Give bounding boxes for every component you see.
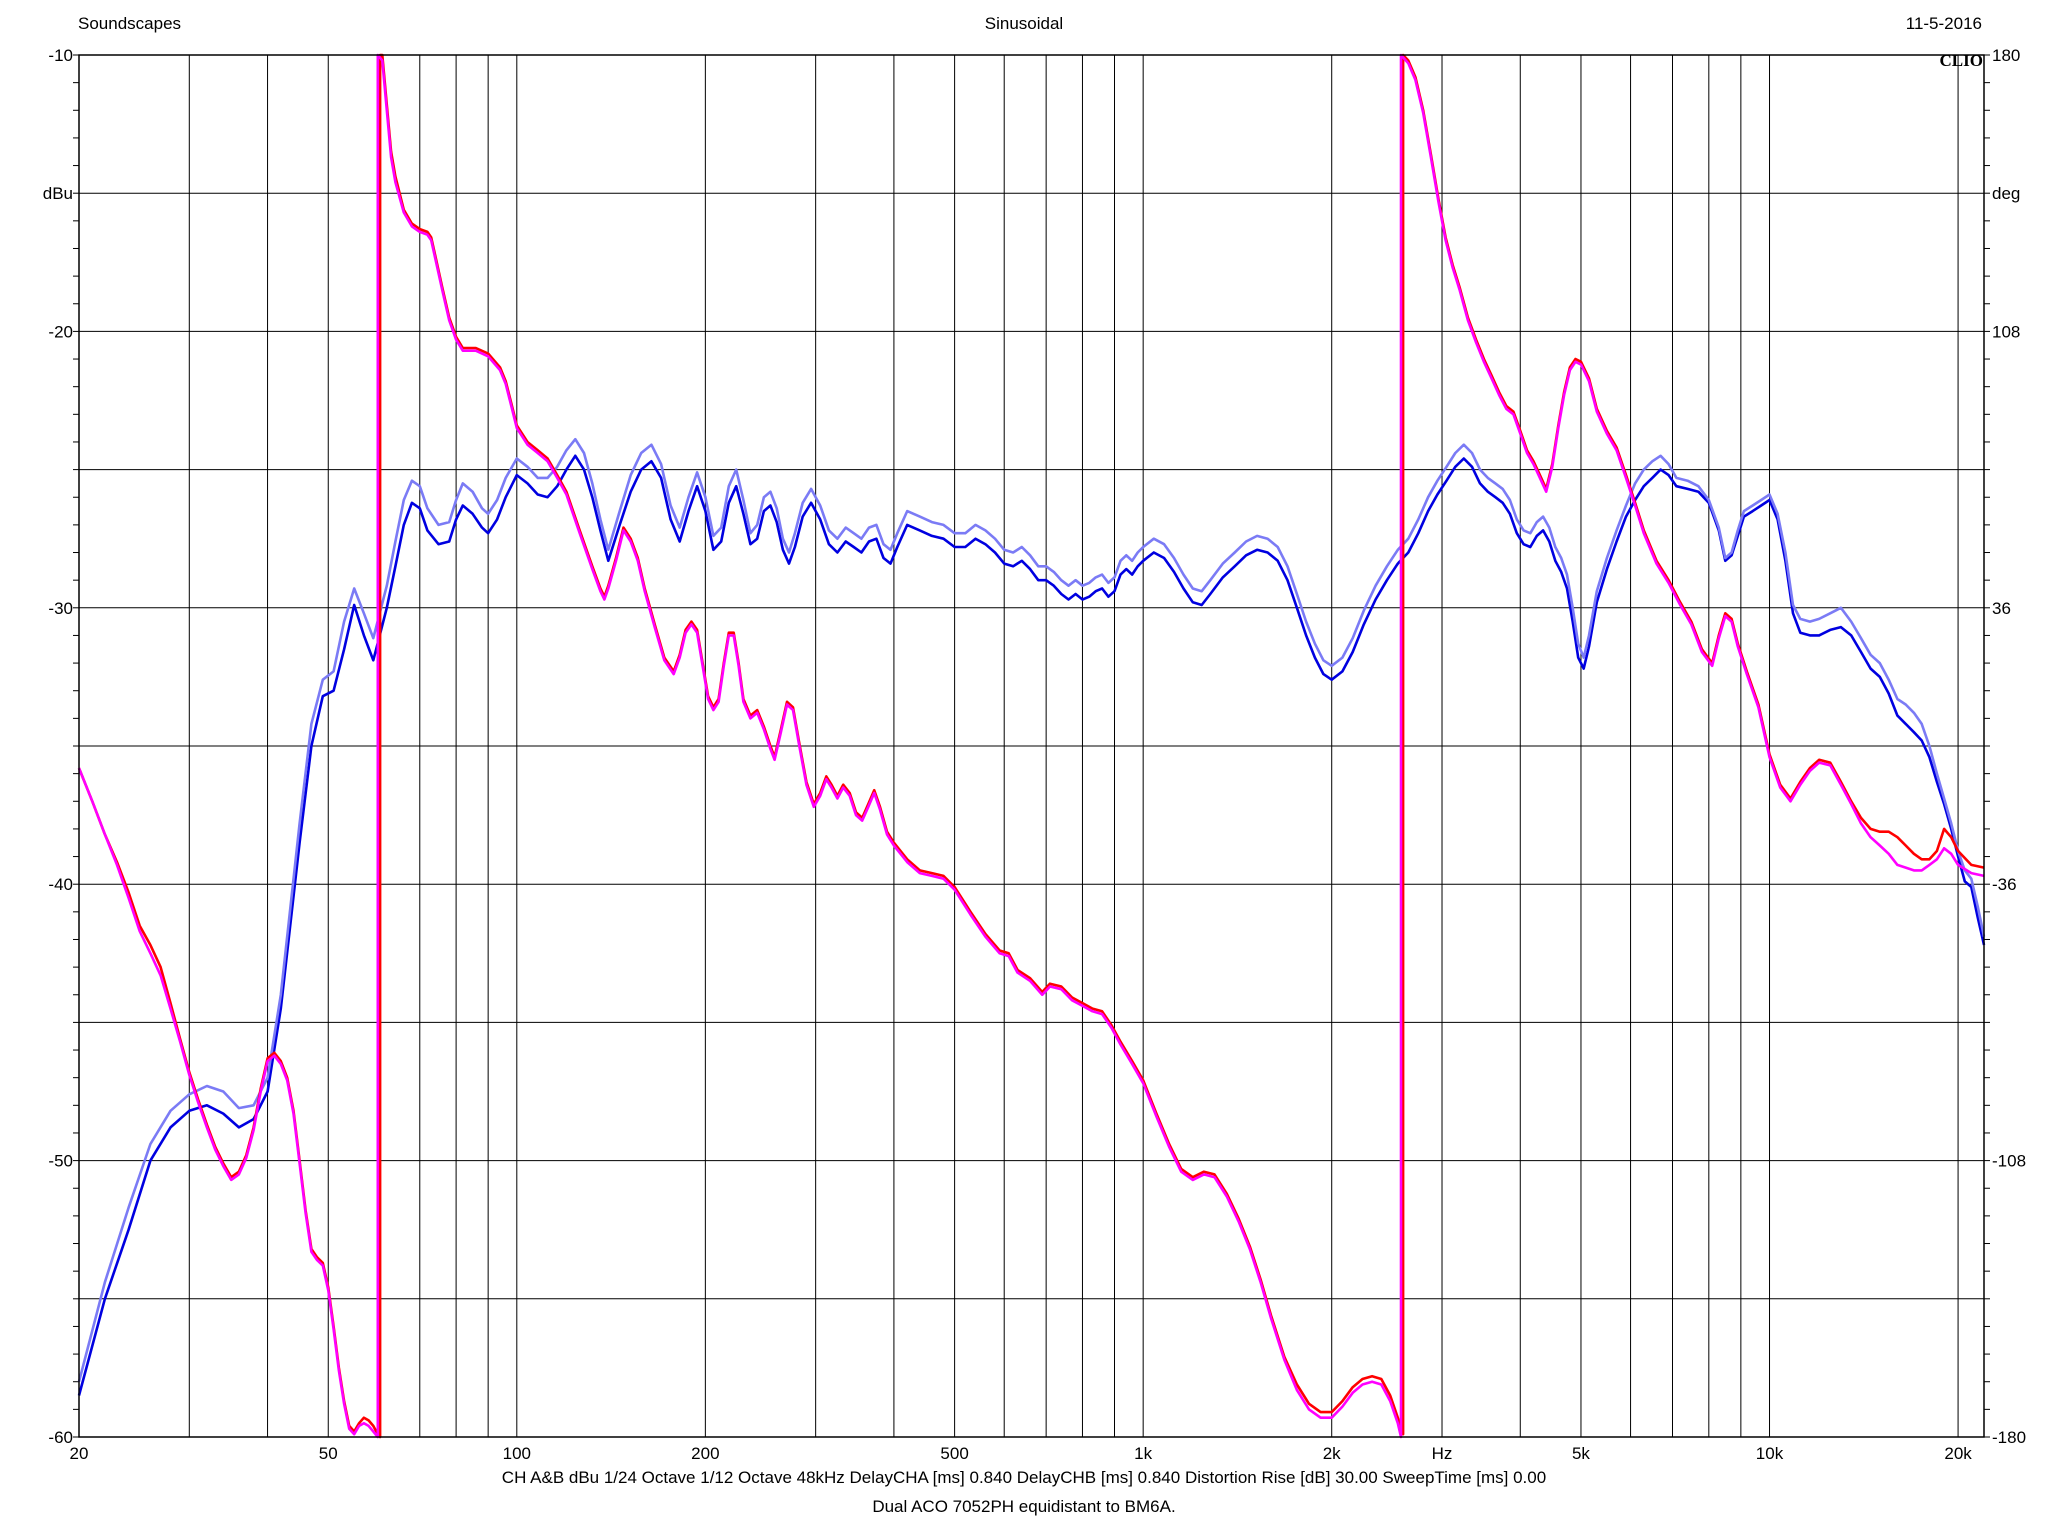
y2-tick-label: 180 [1992, 46, 2020, 65]
footer-settings: CH A&B dBu 1/24 Octave 1/12 Octave 48kHz… [501, 1468, 1547, 1487]
grid [73, 54, 1990, 1438]
x-tick-label: 20 [70, 1444, 89, 1463]
y-tick-label: -20 [48, 322, 73, 341]
brand-logo: CLIO [1940, 51, 1983, 70]
header-center: Sinusoidal [984, 14, 1064, 33]
x-tick-label: Hz [1432, 1444, 1453, 1463]
header-right: 11-5-2016 [1905, 14, 1982, 33]
axis-labels: 20 50 100 200 500 1k 2k Hz 5k 10k 20k -10 dBu -20 -30 -… [43, 46, 2026, 1463]
y2-tick-label: 36 [1992, 599, 2011, 618]
y-tick-label: -40 [48, 875, 73, 894]
y2-tick-label: -180 [1992, 1428, 2026, 1447]
footer-caption: Dual ACO 7052PH equidistant to BM6A. [872, 1497, 1176, 1516]
series-line-4 [77, 53, 1985, 1439]
x-tick-label: 1k [1134, 1444, 1152, 1463]
header-left: Soundscapes [78, 14, 182, 33]
x-tick-label: 200 [691, 1444, 719, 1463]
y2-tick-label: deg [1992, 184, 2020, 203]
x-tick-label: 50 [319, 1444, 338, 1463]
series-group [77, 53, 1986, 1439]
x-tick-label: 500 [940, 1444, 968, 1463]
x-tick-label: 10k [1756, 1444, 1784, 1463]
series-line-1 [77, 454, 1986, 1396]
y2-tick-label: -36 [1992, 875, 2017, 894]
x-tick-label: 20k [1944, 1444, 1972, 1463]
x-tick-label: 100 [503, 1444, 531, 1463]
y-tick-label: -50 [48, 1152, 73, 1171]
y-tick-label: dBu [43, 184, 73, 203]
y-tick-label: -10 [48, 46, 73, 65]
plot-frame [78, 54, 1985, 1438]
y2-tick-label: -108 [1992, 1152, 2026, 1171]
y2-tick-label: 108 [1992, 322, 2020, 341]
x-tick-label: 5k [1572, 1444, 1590, 1463]
y-tick-label: -30 [48, 599, 73, 618]
series-line-2 [77, 437, 1986, 1383]
x-tick-label: 2k [1323, 1444, 1341, 1463]
y-tick-label: -60 [48, 1428, 73, 1447]
